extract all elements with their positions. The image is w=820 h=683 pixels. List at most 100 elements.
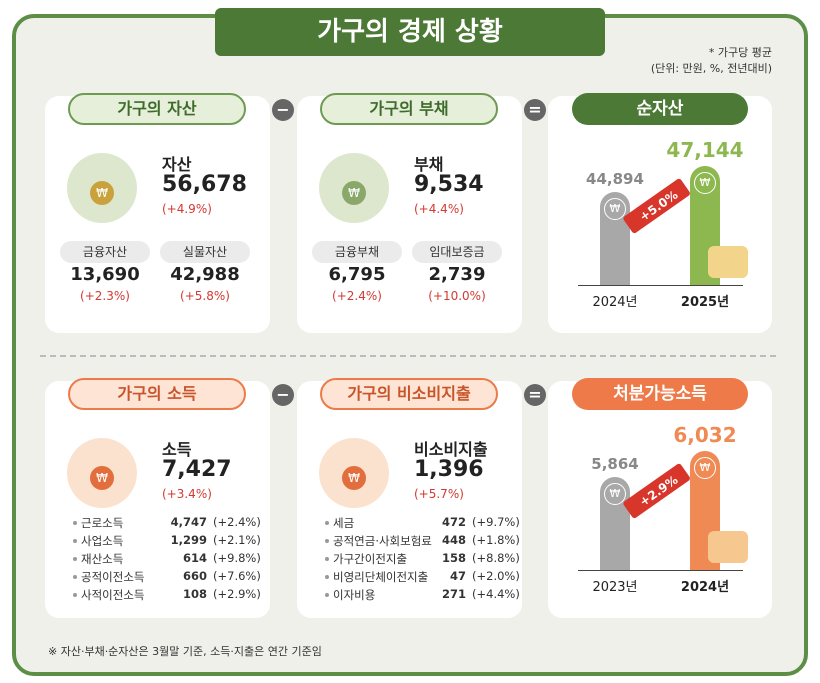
item-name: 소득 <box>162 440 192 459</box>
item-value: 7,427 <box>162 457 232 482</box>
icon-coin: ₩ <box>90 181 114 205</box>
item-change: (+3.4%) <box>162 487 212 501</box>
sub-value: 42,988 <box>170 264 240 285</box>
item-value: 9,534 <box>414 172 484 197</box>
row-value: 47 <box>449 569 466 583</box>
row-label: 가구간이전지출 <box>333 552 408 566</box>
bullet <box>73 557 77 561</box>
row-change: (+1.8%) <box>472 533 520 547</box>
row-change: (+7.6%) <box>213 569 261 583</box>
bar-value: 47,144 <box>666 138 744 162</box>
minus-icon: − <box>272 99 294 121</box>
row-value: 108 <box>182 587 207 601</box>
row-label: 근로소득 <box>81 516 124 530</box>
minus-icon: − <box>272 384 294 406</box>
row-label: 공적연금·사회보험료 <box>333 534 432 548</box>
bullet <box>73 593 77 597</box>
row-value: 660 <box>182 569 207 583</box>
bullet <box>73 575 77 579</box>
equals-icon: = <box>524 99 546 121</box>
axis-line <box>578 285 743 286</box>
row-change: (+9.8%) <box>213 551 261 565</box>
note: * 가구당 평균 <box>708 46 772 59</box>
year-label: 2024년 <box>680 580 730 595</box>
deco <box>708 246 748 278</box>
year-label: 2023년 <box>592 580 638 595</box>
bar-value: 44,894 <box>586 170 644 188</box>
footnote: ※ 자산·부채·순자산은 3월말 기준, 소득·지출은 연간 기준임 <box>48 645 322 658</box>
row-change: (+8.8%) <box>472 551 520 565</box>
sub-tag: 금융자산 <box>60 241 150 263</box>
section-pill: 처분가능소득 <box>572 378 748 410</box>
sub-change: (+5.8%) <box>180 289 230 303</box>
bullet <box>325 575 329 579</box>
row-value: 158 <box>441 551 466 565</box>
row-value: 472 <box>441 515 466 529</box>
bar-value: 5,864 <box>591 455 639 473</box>
bullet <box>325 557 329 561</box>
bar-coin: ₩ <box>694 172 716 194</box>
item-change: (+4.4%) <box>414 202 464 216</box>
row-label: 재산소득 <box>81 552 124 566</box>
row-change: (+4.4%) <box>472 587 520 601</box>
row-value: 448 <box>441 533 466 547</box>
icon-coin: ₩ <box>342 181 366 205</box>
item-change: (+5.7%) <box>414 487 464 501</box>
item-name: 비소비지출 <box>414 440 488 459</box>
bar-coin: ₩ <box>694 457 716 479</box>
row-change: (+2.9%) <box>213 587 261 601</box>
sub-tag: 임대보증금 <box>412 241 502 263</box>
bar-value: 6,032 <box>673 423 737 447</box>
sub-change: (+2.4%) <box>332 289 382 303</box>
year-label: 2024년 <box>592 295 638 310</box>
deco <box>708 531 748 563</box>
bullet <box>73 521 77 525</box>
section-pill: 순자산 <box>572 93 748 125</box>
icon-coin: ₩ <box>90 466 114 490</box>
icon-coin: ₩ <box>342 466 366 490</box>
axis-line <box>578 570 743 571</box>
item-value: 1,396 <box>414 457 484 482</box>
year-label: 2025년 <box>680 295 730 310</box>
section-pill: 가구의 소득 <box>68 378 246 410</box>
section-pill: 가구의 비소비지출 <box>320 378 498 410</box>
item-name: 자산 <box>162 155 192 174</box>
row-label: 사적이전소득 <box>81 588 145 602</box>
row-label: 세금 <box>333 516 355 530</box>
note: (단위: 만원, %, 전년대비) <box>650 62 772 75</box>
row-value: 614 <box>182 551 207 565</box>
row-label: 비영리단체이전지출 <box>333 570 429 584</box>
row-change: (+2.4%) <box>213 515 261 529</box>
row-change: (+9.7%) <box>472 515 520 529</box>
bar-coin: ₩ <box>604 198 626 220</box>
item-change: (+4.9%) <box>162 202 212 216</box>
sub-change: (+2.3%) <box>80 289 130 303</box>
equals-icon: = <box>524 384 546 406</box>
row-change: (+2.0%) <box>472 569 520 583</box>
row-label: 공적이전소득 <box>81 570 145 584</box>
row-value: 271 <box>441 587 466 601</box>
bullet <box>73 539 77 543</box>
bullet <box>325 521 329 525</box>
sub-value: 2,739 <box>428 264 486 285</box>
row-label: 이자비용 <box>333 588 376 602</box>
item-name: 부채 <box>414 155 444 174</box>
row-value: 4,747 <box>170 515 207 529</box>
row-change: (+2.1%) <box>213 533 261 547</box>
sub-tag: 금융부채 <box>312 241 402 263</box>
sub-value: 13,690 <box>70 264 140 285</box>
sub-tag: 실물자산 <box>160 241 250 263</box>
bar-coin: ₩ <box>604 483 626 505</box>
sub-change: (+10.0%) <box>428 289 486 303</box>
section-pill: 가구의 자산 <box>68 93 246 125</box>
section-pill: 가구의 부채 <box>320 93 498 125</box>
row-value: 1,299 <box>170 533 207 547</box>
title: 가구의 경제 상황 <box>215 8 605 56</box>
divider <box>40 355 776 357</box>
bullet <box>325 593 329 597</box>
item-value: 56,678 <box>162 172 247 197</box>
bullet <box>325 539 329 543</box>
row-label: 사업소득 <box>81 534 124 548</box>
sub-value: 6,795 <box>328 264 386 285</box>
